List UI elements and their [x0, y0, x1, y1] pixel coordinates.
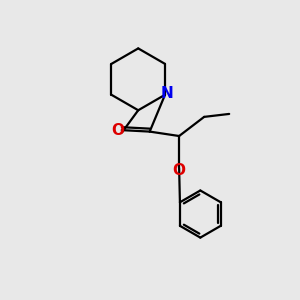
- Text: N: N: [161, 86, 174, 101]
- Text: O: O: [172, 163, 186, 178]
- Text: O: O: [111, 123, 124, 138]
